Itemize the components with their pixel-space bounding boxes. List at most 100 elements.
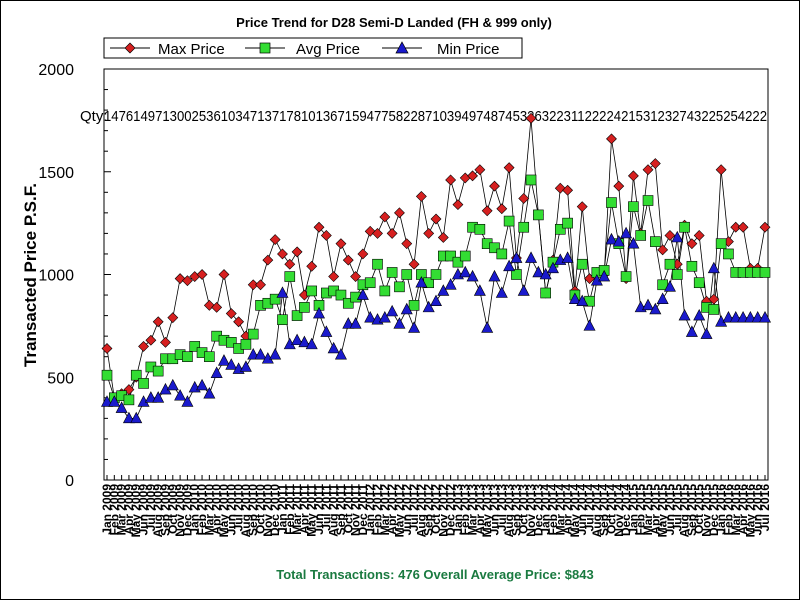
min-price-marker — [561, 251, 574, 263]
min-price-marker — [642, 298, 655, 311]
avg-price-marker — [540, 287, 551, 299]
max-price-marker — [306, 260, 318, 272]
min-price-marker — [700, 327, 713, 339]
legend-max-marker — [124, 42, 136, 54]
max-price-marker — [255, 279, 266, 291]
x-tick-label: Jan 2012 — [363, 484, 377, 535]
max-price-marker — [152, 316, 164, 328]
min-price-marker — [751, 311, 764, 323]
avg-price-marker — [123, 394, 135, 406]
x-tick-label: Oct 2015 — [692, 484, 706, 534]
max-price-marker — [481, 205, 493, 217]
max-price-marker — [269, 234, 281, 245]
x-tick-label: Jul 2014 — [583, 484, 597, 532]
x-tick-label: Jun 2009 — [137, 484, 151, 536]
min-price-marker — [678, 308, 691, 321]
x-tick-label: Feb 2013 — [458, 484, 472, 536]
min-price-marker — [685, 325, 698, 337]
avg-price-marker — [576, 258, 588, 270]
min-price-marker — [320, 325, 333, 337]
max-price-marker — [328, 271, 340, 282]
x-tick-label: Oct 2011 — [341, 484, 355, 534]
avg-price-marker — [291, 310, 303, 321]
x-tick-label: Aug 2012 — [414, 484, 428, 538]
avg-price-marker — [182, 351, 193, 363]
y-tick-label: 0 — [65, 473, 74, 490]
avg-price-marker — [708, 304, 720, 315]
max-price-marker — [181, 275, 193, 287]
x-tick-label: Jan 2016 — [714, 484, 728, 535]
x-tick-label: Apr 2011 — [297, 484, 311, 534]
legend-min-label: Min Price — [437, 41, 500, 58]
min-price-marker — [532, 265, 545, 278]
min-price-marker — [386, 304, 399, 317]
avg-price-marker — [686, 260, 698, 272]
max-price-marker — [496, 203, 508, 215]
avg-price-marker — [503, 215, 515, 227]
avg-price-marker — [496, 248, 508, 260]
avg-price-marker — [606, 197, 617, 208]
min-price-marker — [546, 261, 559, 274]
x-tick-label: Jul 2009 — [144, 484, 158, 532]
y-axis: 0 500 1000 1500 2000 — [38, 62, 111, 490]
avg-price-marker — [642, 195, 654, 206]
x-tick-label: Jun 2013 — [487, 484, 501, 536]
qty-values: 1476149713002536103471371781013671594775… — [104, 108, 767, 125]
min-price-marker — [481, 321, 494, 333]
x-tick-label: Jul 2015 — [670, 484, 684, 532]
x-tick-label: Jan 2014 — [539, 484, 553, 535]
x-tick-label: Sep 2012 — [422, 484, 436, 536]
avg-price-marker — [342, 297, 354, 309]
min-price-marker — [722, 311, 735, 323]
x-tick-label: Jul 2011 — [319, 484, 333, 531]
min-price-marker — [510, 251, 523, 263]
max-price-marker — [335, 238, 347, 250]
min-price-marker — [539, 267, 552, 280]
max-price-marker — [737, 221, 749, 233]
min-price-marker — [239, 360, 252, 372]
legend-box — [103, 37, 523, 59]
max-price-marker — [759, 221, 771, 233]
min-price-marker — [298, 335, 311, 348]
y-tick-label: 500 — [47, 370, 74, 387]
max-price-marker — [525, 112, 537, 124]
max-price-marker — [730, 221, 742, 233]
y-tick-label: 1500 — [38, 165, 74, 182]
max-price-marker — [277, 248, 288, 260]
x-tick-label: Aug 2011 — [327, 484, 341, 537]
avg-price-marker — [759, 267, 771, 278]
max-price-marker — [372, 227, 383, 239]
min-price-marker — [393, 317, 406, 329]
avg-price-marker — [628, 201, 639, 212]
x-tick-label: Dec 2012 — [444, 484, 458, 536]
min-price-marker — [342, 317, 355, 329]
avg-price-marker — [445, 250, 456, 262]
x-tick-label: Jul 2012 — [407, 484, 421, 532]
x-tick-label: Sep 2014 — [597, 484, 611, 536]
max-price-marker — [357, 248, 369, 260]
avg-price-marker — [650, 236, 661, 247]
max-price-marker — [138, 341, 149, 352]
max-price-marker — [386, 227, 398, 239]
avg-price-marker — [130, 369, 142, 381]
avg-price-marker — [408, 300, 420, 311]
min-price-marker — [254, 347, 267, 360]
min-price-marker — [122, 411, 135, 424]
max-price-marker — [437, 232, 449, 243]
max-price-marker — [247, 279, 259, 291]
x-tick-label: Jul 2010 — [232, 484, 246, 532]
x-tick-label: Feb 2009 — [107, 484, 121, 536]
avg-price-marker — [693, 277, 705, 289]
x-tick-label: Mar 2010 — [202, 484, 216, 536]
x-tick-label: Nov 2010 — [261, 484, 275, 537]
min-price-marker — [217, 354, 230, 366]
avg-price-marker — [284, 271, 296, 282]
avg-price-marker — [204, 351, 215, 363]
avg-price-marker — [277, 314, 288, 326]
min-price-marker — [349, 317, 362, 329]
avg-price-marker — [269, 293, 281, 305]
min-price-marker — [422, 300, 435, 313]
x-tick-label: Jan 2015 — [626, 484, 640, 535]
